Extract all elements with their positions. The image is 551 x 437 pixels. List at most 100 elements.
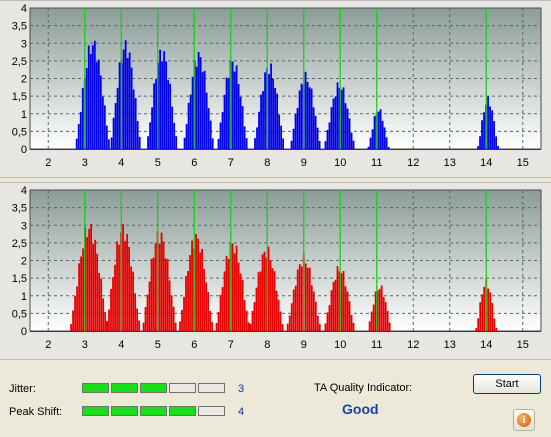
histogram-bar (384, 301, 387, 331)
histogram-bar (368, 321, 371, 331)
info-button[interactable]: i (513, 409, 535, 431)
histogram-bar (308, 267, 311, 331)
histogram-bar (262, 91, 264, 149)
histogram-bar (148, 281, 151, 331)
histogram-bar (493, 318, 496, 331)
x-tick-label: 2 (45, 339, 51, 351)
bottom-chart: 2 3 4 5 6 7 8 9 10 11 12 13 14 15 0 0,5 1 1,5 2 2,5 3 3,5 4 (12, 185, 542, 351)
histogram-bar (245, 310, 248, 331)
histogram-bar (388, 322, 391, 331)
histogram-bar (312, 291, 315, 331)
histogram-bar (256, 127, 258, 149)
histogram-bar (197, 238, 199, 331)
y-tick-label: 0,5 (12, 126, 27, 138)
histogram-bar (316, 127, 319, 149)
histogram-bar (126, 234, 128, 331)
histogram-bar (81, 87, 84, 149)
histogram-bar (272, 78, 274, 149)
histogram-bar (487, 288, 490, 331)
histogram-bar (497, 146, 500, 149)
histogram-bar (152, 257, 155, 331)
histogram-bar (374, 291, 377, 331)
histogram-bar (493, 120, 495, 149)
histogram-bar (86, 237, 89, 331)
histogram-bar (95, 61, 98, 149)
histogram-bar (330, 290, 333, 331)
histogram-bar (205, 282, 208, 331)
histogram-bar (312, 107, 315, 149)
histogram-bar (74, 296, 76, 331)
histogram-bar (491, 110, 493, 149)
x-tick-label: 13 (444, 157, 456, 169)
histogram-bar (344, 286, 347, 331)
histogram-bar (136, 308, 139, 331)
histogram-bar (350, 132, 353, 149)
histogram-bar (166, 259, 169, 331)
histogram-bar (146, 294, 149, 331)
histogram-bar (174, 322, 177, 331)
histogram-bar (171, 106, 174, 149)
histogram-bar (338, 271, 341, 331)
histogram-bar (183, 296, 185, 331)
histogram-bar (264, 72, 266, 149)
status-footer: Jitter: 3 Peak Shift: 4 TA Quality Indic… (0, 362, 551, 437)
x-tick-label: 11 (371, 339, 382, 351)
x-tick-label: 7 (228, 157, 234, 169)
x-tick-label: 15 (517, 157, 529, 169)
histogram-bar (130, 266, 133, 331)
histogram-bar (205, 92, 208, 149)
histogram-bar (263, 251, 266, 331)
meter-segment (198, 406, 225, 416)
histogram-bar (160, 232, 163, 331)
histogram-bar (294, 114, 297, 149)
histogram-bar (296, 107, 299, 149)
histogram-bar (334, 96, 337, 149)
histogram-bar (314, 301, 317, 331)
histogram-bar (144, 306, 147, 331)
histogram-bar (225, 77, 228, 149)
histogram-bar (273, 271, 276, 331)
start-button[interactable]: Start (473, 374, 541, 394)
histogram-bar (342, 270, 345, 331)
peak-shift-value: 4 (238, 406, 245, 418)
histogram-bar (326, 312, 329, 331)
histogram-bar (483, 286, 486, 331)
histogram-bar (479, 302, 482, 331)
histogram-bar (107, 139, 110, 149)
histogram-bar (477, 146, 479, 149)
histogram-bar (328, 122, 331, 149)
histogram-bar (300, 266, 303, 331)
histogram-bar (199, 57, 202, 150)
histogram-bar (138, 136, 141, 149)
histogram-bar (163, 51, 166, 149)
y-tick-label: 3 (21, 220, 27, 232)
histogram-bar (105, 125, 108, 149)
histogram-bar (147, 136, 149, 149)
x-tick-label: 6 (191, 157, 197, 169)
histogram-bar (227, 258, 230, 331)
histogram-bar (270, 63, 272, 150)
histogram-bar (372, 304, 375, 331)
histogram-bar (243, 300, 246, 331)
histogram-bar (138, 320, 141, 331)
histogram-bar (267, 246, 270, 331)
histogram-bar (310, 88, 313, 149)
histogram-bar (379, 109, 382, 149)
histogram-bar (296, 269, 299, 331)
histogram-bar (330, 107, 333, 149)
histogram-bar (276, 93, 279, 149)
histogram-bar (164, 258, 167, 331)
info-icon: i (517, 413, 531, 427)
histogram-bar (79, 111, 82, 149)
histogram-bar (167, 79, 170, 149)
histogram-bar (338, 87, 341, 149)
histogram-bar (187, 102, 190, 149)
histogram-bar (261, 254, 264, 331)
histogram-bar (187, 270, 189, 331)
histogram-bar (118, 62, 121, 149)
histogram-bar (142, 322, 145, 331)
histogram-bar (191, 240, 193, 331)
histogram-bar (324, 323, 327, 331)
x-tick-label: 10 (334, 339, 346, 351)
histogram-bar (159, 49, 162, 149)
